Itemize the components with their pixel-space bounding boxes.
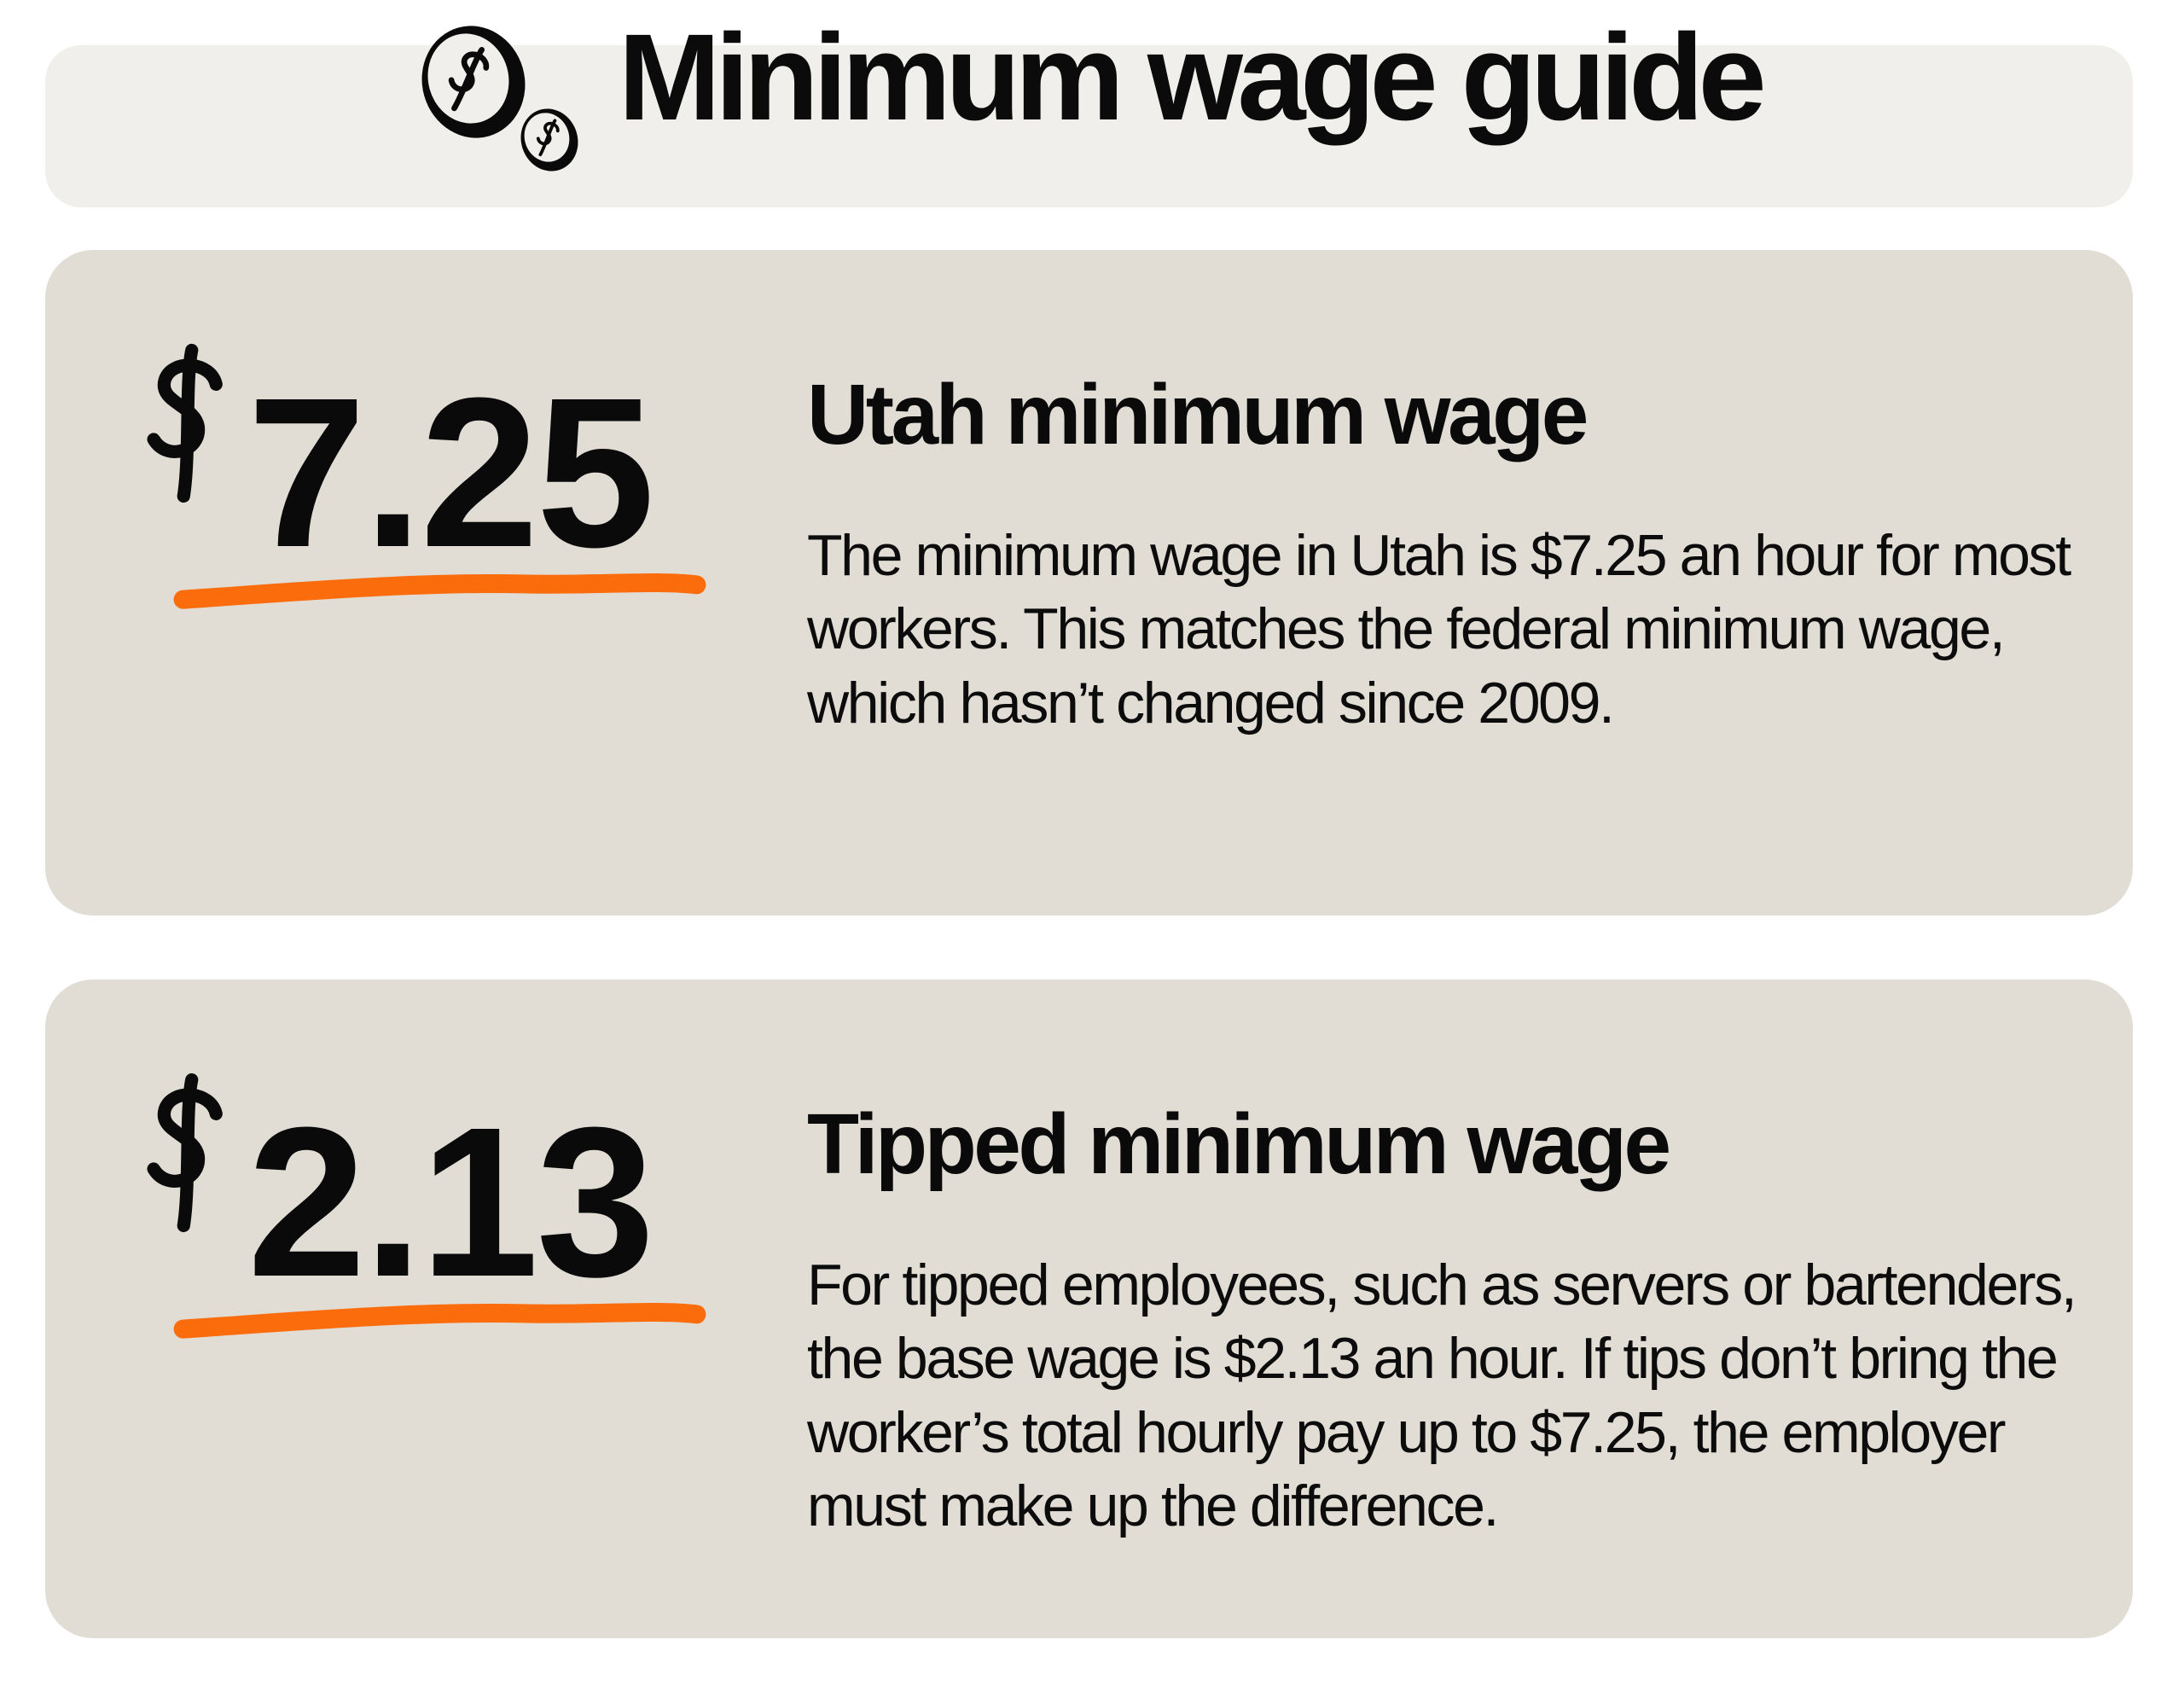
- card-heading: Utah minimum wage: [807, 367, 1589, 462]
- text-column: Utah minimum wage The minimum wage in Ut…: [807, 367, 2082, 916]
- dollar-sign-doodle-icon: [133, 342, 242, 504]
- amount-figure: 2.13: [133, 1072, 807, 1309]
- amount-figure: 7.25: [133, 342, 807, 579]
- card-body-text: The minimum wage in Utah is $7.25 an hou…: [807, 523, 2071, 735]
- card-tipped-minimum-wage: 2.13 Tipped minimum wage For tipped empl…: [45, 980, 2133, 1638]
- orange-underline: [173, 1302, 706, 1339]
- header-bar: Minimum wage guide: [45, 9, 2133, 207]
- amount-column: 7.25: [133, 378, 807, 916]
- amount-value: 7.25: [247, 353, 655, 591]
- card-utah-minimum-wage: 7.25 Utah minimum wage The minimum wage …: [45, 250, 2133, 916]
- page-title: Minimum wage guide: [618, 8, 1767, 146]
- amount-value: 2.13: [247, 1083, 655, 1321]
- card-heading: Tipped minimum wage: [807, 1096, 1671, 1192]
- text-column: Tipped minimum wage For tipped employees…: [807, 1096, 2082, 1638]
- coins-icon: [421, 26, 578, 172]
- card-body-text: For tipped employees, such as servers or…: [807, 1253, 2077, 1539]
- amount-column: 2.13: [133, 1108, 807, 1638]
- orange-underline: [173, 573, 706, 609]
- dollar-sign-doodle-icon: [133, 1072, 242, 1234]
